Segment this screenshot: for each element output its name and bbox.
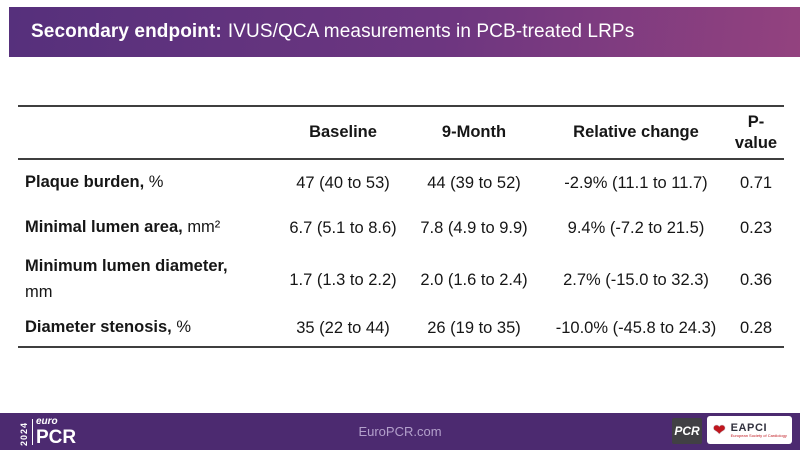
cell-baseline: 47 (40 to 53) bbox=[296, 173, 390, 192]
logo-divider bbox=[32, 419, 33, 445]
eapci-name: EAPCI bbox=[730, 421, 768, 434]
cell-9month: 7.8 (4.9 to 9.9) bbox=[420, 218, 528, 237]
eapci-subtext: European Society of Cardiology bbox=[730, 432, 787, 438]
eapci-text-block: EAPCI European Society of Cardiology bbox=[731, 422, 787, 438]
cell-pvalue: 0.71 bbox=[739, 173, 773, 192]
row-label-text: Minimum lumen diameter, bbox=[25, 257, 228, 276]
row-label-minimum-lumen-diameter: Minimum lumen diameter, mm bbox=[18, 250, 282, 310]
slide-title-bold: Secondary endpoint: bbox=[31, 21, 222, 42]
col-header-pvalue: P- value bbox=[728, 107, 784, 160]
cell-baseline: 6.7 (5.1 to 8.6) bbox=[289, 218, 397, 237]
logo-wordmark: euro PCR bbox=[36, 416, 77, 448]
cell-pvalue: 0.36 bbox=[739, 270, 773, 289]
cell-pvalue: 0.28 bbox=[739, 318, 773, 337]
col-header-baseline: Baseline bbox=[282, 107, 404, 160]
row-label-unit: mm² bbox=[187, 218, 221, 237]
slide-title-bar: Secondary endpoint: IVUS/QCA measurement… bbox=[9, 7, 800, 57]
logo-pcr-text: PCR bbox=[36, 427, 77, 448]
col-header-relative-change: Relative change bbox=[544, 107, 728, 160]
cell-relative-change: 2.7% (-15.0 to 32.3) bbox=[563, 270, 709, 289]
slide-title-rest: IVUS/QCA measurements in PCB-treated LRP… bbox=[227, 21, 635, 42]
cell-pvalue: 0.23 bbox=[739, 218, 773, 237]
row-label-unit: % bbox=[148, 173, 164, 192]
row-label-text: Minimal lumen area, bbox=[25, 218, 183, 237]
heart-icon: ❤ bbox=[713, 421, 726, 439]
row-label-minimal-lumen-area: Minimal lumen area, mm² bbox=[18, 206, 282, 250]
eapci-logo-badge: ❤ EAPCI European Society of Cardiology bbox=[707, 416, 792, 444]
measurements-table: Baseline 9-Month Relative change P- valu… bbox=[18, 105, 784, 348]
cell-9month: 26 (19 to 35) bbox=[427, 318, 521, 337]
cell-9month: 44 (39 to 52) bbox=[427, 173, 521, 192]
cell-9month: 2.0 (1.6 to 2.4) bbox=[420, 270, 528, 289]
footer-bar: 2024 euro PCR EuroPCR.com PCR ❤ EAPCI Eu… bbox=[0, 413, 800, 450]
row-label-text: Diameter stenosis, bbox=[25, 318, 172, 337]
cell-relative-change: -2.9% (11.1 to 11.7) bbox=[564, 173, 708, 192]
cell-baseline: 35 (22 to 44) bbox=[296, 318, 390, 337]
row-label-unit: % bbox=[176, 318, 191, 337]
row-label-unit: mm bbox=[25, 283, 53, 301]
logo-euro-text: euro bbox=[36, 416, 58, 427]
row-label-diameter-stenosis: Diameter stenosis, % bbox=[18, 310, 282, 346]
footer-url: EuroPCR.com bbox=[358, 424, 442, 439]
row-label-plaque-burden: Plaque burden, % bbox=[18, 160, 282, 206]
col-header-empty bbox=[18, 107, 282, 160]
col-header-9month: 9-Month bbox=[404, 107, 544, 160]
cell-relative-change: -10.0% (-45.8 to 24.3) bbox=[555, 318, 717, 337]
europcr-2024-logo: 2024 euro PCR bbox=[19, 416, 77, 448]
cell-relative-change: 9.4% (-7.2 to 21.5) bbox=[567, 218, 705, 237]
pcr-logo-badge: PCR bbox=[672, 418, 702, 444]
row-label-text: Plaque burden, bbox=[25, 173, 145, 192]
cell-baseline: 1.7 (1.3 to 2.2) bbox=[289, 270, 397, 289]
